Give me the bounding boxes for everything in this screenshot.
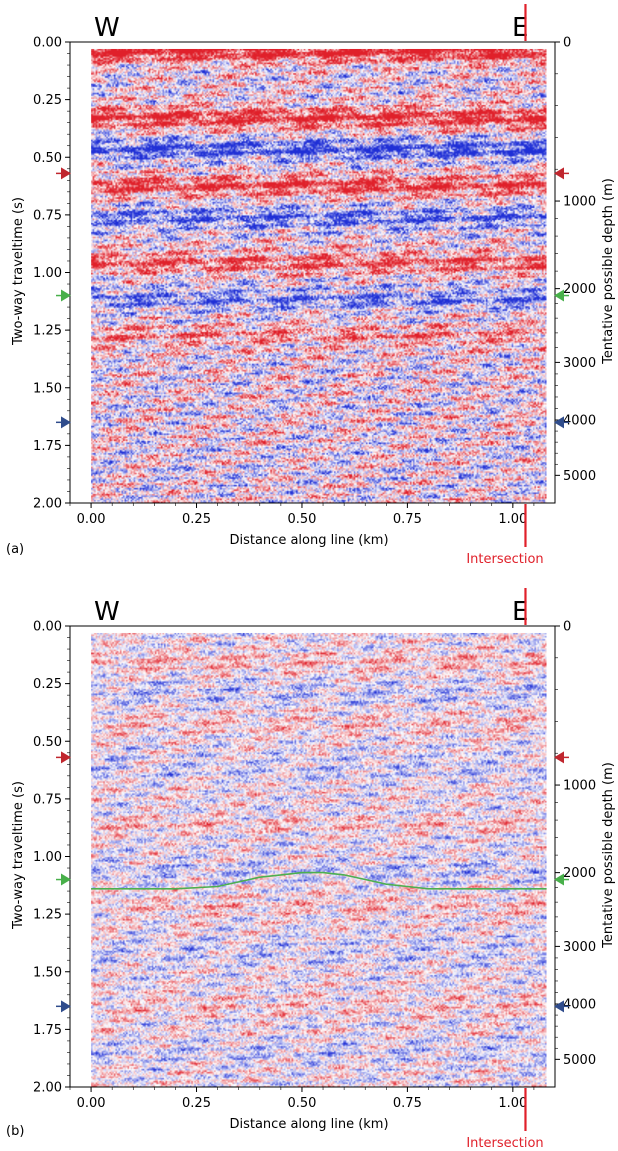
marker-arrowhead-left (61, 751, 71, 764)
marker-arrowhead-left (61, 289, 71, 302)
y-tick-label: 1.00 (33, 266, 62, 281)
marker-arrowhead-right (554, 751, 564, 764)
y-tick-label: 0.25 (33, 93, 62, 108)
intersection-label: Intersection (466, 552, 543, 567)
depth-tick-label: 5000 (563, 469, 596, 484)
x-tick-label: 0.75 (393, 1096, 422, 1111)
marker-arrowhead-right (554, 873, 564, 886)
west-label: W (94, 13, 120, 43)
x-tick-label: 0.00 (77, 512, 106, 527)
y-tick-label: 1.00 (33, 850, 62, 865)
marker-arrowhead-right (554, 289, 564, 302)
seismic-panel-b: W E (b) Distance along line (km) Two-way… (6, 588, 616, 1151)
y-tick-label: 0.00 (33, 36, 62, 51)
x-tick-label: 0.25 (182, 1096, 211, 1111)
depth-axis-label: Tentative possible depth (m) (601, 762, 616, 949)
y-tick-label: 1.75 (33, 439, 62, 454)
west-label: W (94, 597, 120, 627)
y-tick-label: 1.50 (33, 381, 62, 396)
depth-tick-label: 4000 (563, 414, 596, 429)
y-tick-label: 0.75 (33, 792, 62, 807)
depth-tick-label: 1000 (563, 195, 596, 210)
x-tick-label: 1.00 (498, 1096, 527, 1111)
y-tick-label: 1.25 (33, 324, 62, 339)
marker-arrowhead-left (61, 1000, 71, 1013)
depth-tick-label: 2000 (563, 866, 596, 881)
y-tick-label: 0.75 (33, 208, 62, 223)
panel-label: (a) (6, 542, 24, 557)
seismic-section (91, 48, 547, 503)
y-tick-label: 1.25 (33, 908, 62, 923)
x-tick-label: 0.50 (287, 1096, 316, 1111)
depth-axis-label: Tentative possible depth (m) (601, 178, 616, 365)
depth-tick-label: 3000 (563, 940, 596, 955)
marker-arrowhead-left (61, 873, 71, 886)
depth-tick-label: 4000 (563, 998, 596, 1013)
y-tick-label: 2.00 (33, 1081, 62, 1096)
x-tick-label: 0.75 (393, 512, 422, 527)
x-axis-label: Distance along line (km) (229, 1117, 388, 1132)
y-tick-label: 0.50 (33, 735, 62, 750)
depth-tick-label: 5000 (563, 1053, 596, 1068)
depth-tick-label: 0 (563, 620, 571, 635)
intersection-label: Intersection (466, 1136, 543, 1151)
depth-tick-label: 0 (563, 36, 571, 51)
horizon-line (91, 871, 547, 890)
marker-arrowhead-left (61, 416, 71, 429)
marker-arrowhead-left (61, 167, 71, 180)
y-tick-label: 0.00 (33, 620, 62, 635)
x-tick-label: 0.25 (182, 512, 211, 527)
seismic-panel-a: W E (a) Distance along line (km) Two-way… (6, 4, 616, 567)
east-label: E (512, 13, 528, 43)
x-tick-label: 0.50 (287, 512, 316, 527)
marker-arrowhead-right (554, 416, 564, 429)
marker-arrowhead-right (554, 1000, 564, 1013)
depth-tick-label: 1000 (563, 779, 596, 794)
y-tick-label: 2.00 (33, 497, 62, 512)
y-axis-label: Two-way traveltime (s) (11, 781, 26, 930)
seismic-section (91, 632, 547, 1087)
east-label: E (512, 597, 528, 627)
panel-label: (b) (6, 1124, 24, 1139)
y-tick-label: 0.50 (33, 151, 62, 166)
y-tick-label: 1.75 (33, 1023, 62, 1038)
x-tick-label: 0.00 (77, 1096, 106, 1111)
y-axis-label: Two-way traveltime (s) (11, 197, 26, 346)
y-tick-label: 0.25 (33, 677, 62, 692)
y-tick-label: 1.50 (33, 965, 62, 980)
x-tick-label: 1.00 (498, 512, 527, 527)
depth-tick-label: 2000 (563, 282, 596, 297)
depth-tick-label: 3000 (563, 356, 596, 371)
x-axis-label: Distance along line (km) (229, 533, 388, 548)
marker-arrowhead-right (554, 167, 564, 180)
